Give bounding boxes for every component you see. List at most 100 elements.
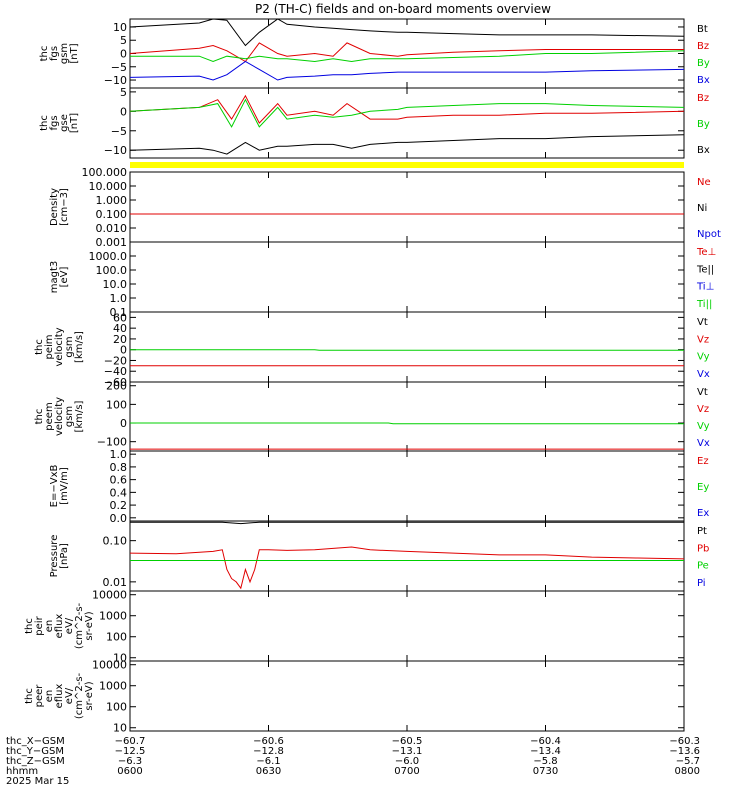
y-tick-label: 100: [106, 398, 127, 411]
y-axis-label: thcpeimvelocitygsm[km/s]: [34, 327, 85, 366]
series-bx: [129, 60, 685, 81]
legend-vt: Vt: [697, 387, 708, 398]
legend-pt: Pt: [697, 526, 707, 537]
panel-pressure: 0.01 0.10 Pressure[nPa] Pt Pb Pe Pi: [49, 520, 709, 592]
legend-bz: Bz: [697, 93, 709, 104]
y-tick-label: 0.001: [96, 236, 128, 249]
panel-efield: 0.00.20.40.60.81.0 E=−VxB[mV/m] Ez Ey Ex: [49, 448, 709, 525]
series-bz: [129, 42, 684, 63]
legend-vx: Vx: [697, 438, 710, 449]
y-axis-label-line: sr-eV): [84, 611, 95, 640]
legend-te⊥: Te⊥: [696, 247, 716, 258]
series-bx: [129, 134, 685, 155]
y-axis-label-line: gsm: [64, 336, 75, 357]
x-tick-label: −60.4: [530, 736, 561, 747]
panel-frame: [129, 171, 685, 243]
y-tick-label: −5: [111, 125, 127, 138]
panel-frame: [129, 381, 685, 452]
x-tick-label: −60.6: [253, 736, 284, 747]
panel-frame: [129, 660, 685, 732]
legend-pe: Pe: [697, 561, 709, 572]
y-axis-label: magt3[eV]: [49, 261, 70, 294]
y-axis-label-line: thc: [34, 339, 45, 355]
y-tick-label: 0: [120, 344, 127, 357]
y-axis-label: Pressure[nPa]: [49, 535, 70, 578]
y-axis-label-line: gsm: [64, 406, 75, 427]
series-bt: [129, 18, 685, 47]
legend-npot: Npot: [697, 229, 721, 240]
y-tick-label: 1000: [99, 680, 127, 693]
y-axis-label: thcpeirenefluxeV/(cm^2-s-sr-eV): [24, 602, 95, 649]
legend-bz: Bz: [697, 41, 709, 52]
y-axis-label-line: eflux: [54, 614, 65, 639]
y-tick-label: 0.100: [96, 208, 128, 221]
y-tick-label: 200: [106, 380, 127, 393]
legend-bx: Bx: [697, 75, 710, 86]
y-axis-label-line: en: [44, 620, 55, 633]
x-tick-label: −5.7: [676, 756, 700, 767]
y-axis-label: thcpeemvelocitygsm[km/s]: [34, 397, 85, 436]
y-tick-label: 0: [120, 48, 127, 61]
y-tick-label: 10000: [92, 659, 127, 672]
panel-frame: [129, 241, 685, 313]
legend-pb: Pb: [697, 543, 709, 554]
y-axis-label: thcpeerenefluxeV/(cm^2-s-sr-eV): [24, 672, 95, 719]
y-tick-label: 10.000: [89, 180, 128, 193]
y-tick-label: 40: [113, 322, 127, 335]
legend-bt: Bt: [697, 24, 708, 35]
y-axis-label-line: thc: [39, 115, 50, 131]
y-tick-label: 10: [113, 21, 127, 34]
panel-peer-eflux: 10100100010000thcpeerenefluxeV/(cm^2-s-s…: [24, 659, 685, 735]
y-tick-label: −40: [104, 365, 127, 378]
y-axis-label-line: fgs: [49, 46, 60, 61]
y-tick-label: 0.4: [110, 486, 128, 499]
series-vy: [130, 349, 684, 351]
y-axis-label-line: thc: [24, 688, 35, 704]
panel-peir-eflux: 10100100010000thcpeirenefluxeV/(cm^2-s-s…: [24, 589, 685, 665]
y-axis-label-line: (cm^2-s-: [74, 672, 85, 719]
series-by: [129, 98, 685, 128]
x-tick-label: −6.1: [256, 756, 280, 767]
x-tick-label: −13.1: [392, 746, 423, 757]
x-tick-label: 0630: [256, 766, 281, 777]
y-axis-label-line: [nT]: [69, 113, 80, 133]
panel-fgs-gse: −10 −5 0 5 thcfgsgse[nT] Bz By Bx: [39, 86, 710, 159]
x-tick-label: −60.3: [669, 736, 700, 747]
y-tick-label: 0.0: [110, 512, 128, 525]
x-tick-label: −12.5: [115, 746, 146, 757]
legend-by: By: [697, 58, 710, 69]
y-tick-label: 1000: [99, 610, 127, 623]
legend-ez: Ez: [697, 456, 709, 467]
x-row-label: 2025 Mar 15: [6, 776, 69, 787]
y-tick-label: 1000.0: [89, 250, 128, 263]
x-tick-label: −13.4: [530, 746, 561, 757]
y-axis-label-line: peir: [34, 615, 45, 635]
y-tick-label: 60: [113, 311, 127, 324]
y-tick-label: 0.010: [96, 222, 128, 235]
x-tick-label: 0800: [675, 766, 700, 777]
y-tick-label: −5: [111, 61, 127, 74]
panels: −10−50510thcfgsgsm[nT]BtBzByBx−10−505thc…: [24, 18, 721, 735]
y-tick-label: 1.0: [110, 292, 128, 305]
y-axis-label-line: eV/: [64, 617, 75, 634]
y-axis-label-line: sr-eV): [84, 681, 95, 710]
legend-vx: Vx: [697, 369, 710, 380]
x-tick-label: −5.8: [533, 756, 557, 767]
legend-by: By: [697, 119, 710, 130]
legend-vt: Vt: [697, 317, 708, 328]
x-row-label: hhmm: [6, 766, 38, 777]
y-tick-label: 0: [120, 417, 127, 430]
y-tick-label: 5: [120, 86, 127, 99]
y-axis-label-line: velocity: [54, 327, 65, 366]
x-tick-label: −6.3: [118, 756, 142, 767]
y-tick-label: 10: [113, 722, 127, 735]
x-tick-label: −6.0: [395, 756, 419, 767]
y-axis-label-line: [nPa]: [59, 543, 70, 569]
y-axis-label-line: eflux: [54, 684, 65, 709]
y-tick-label: 100.0: [96, 264, 128, 277]
